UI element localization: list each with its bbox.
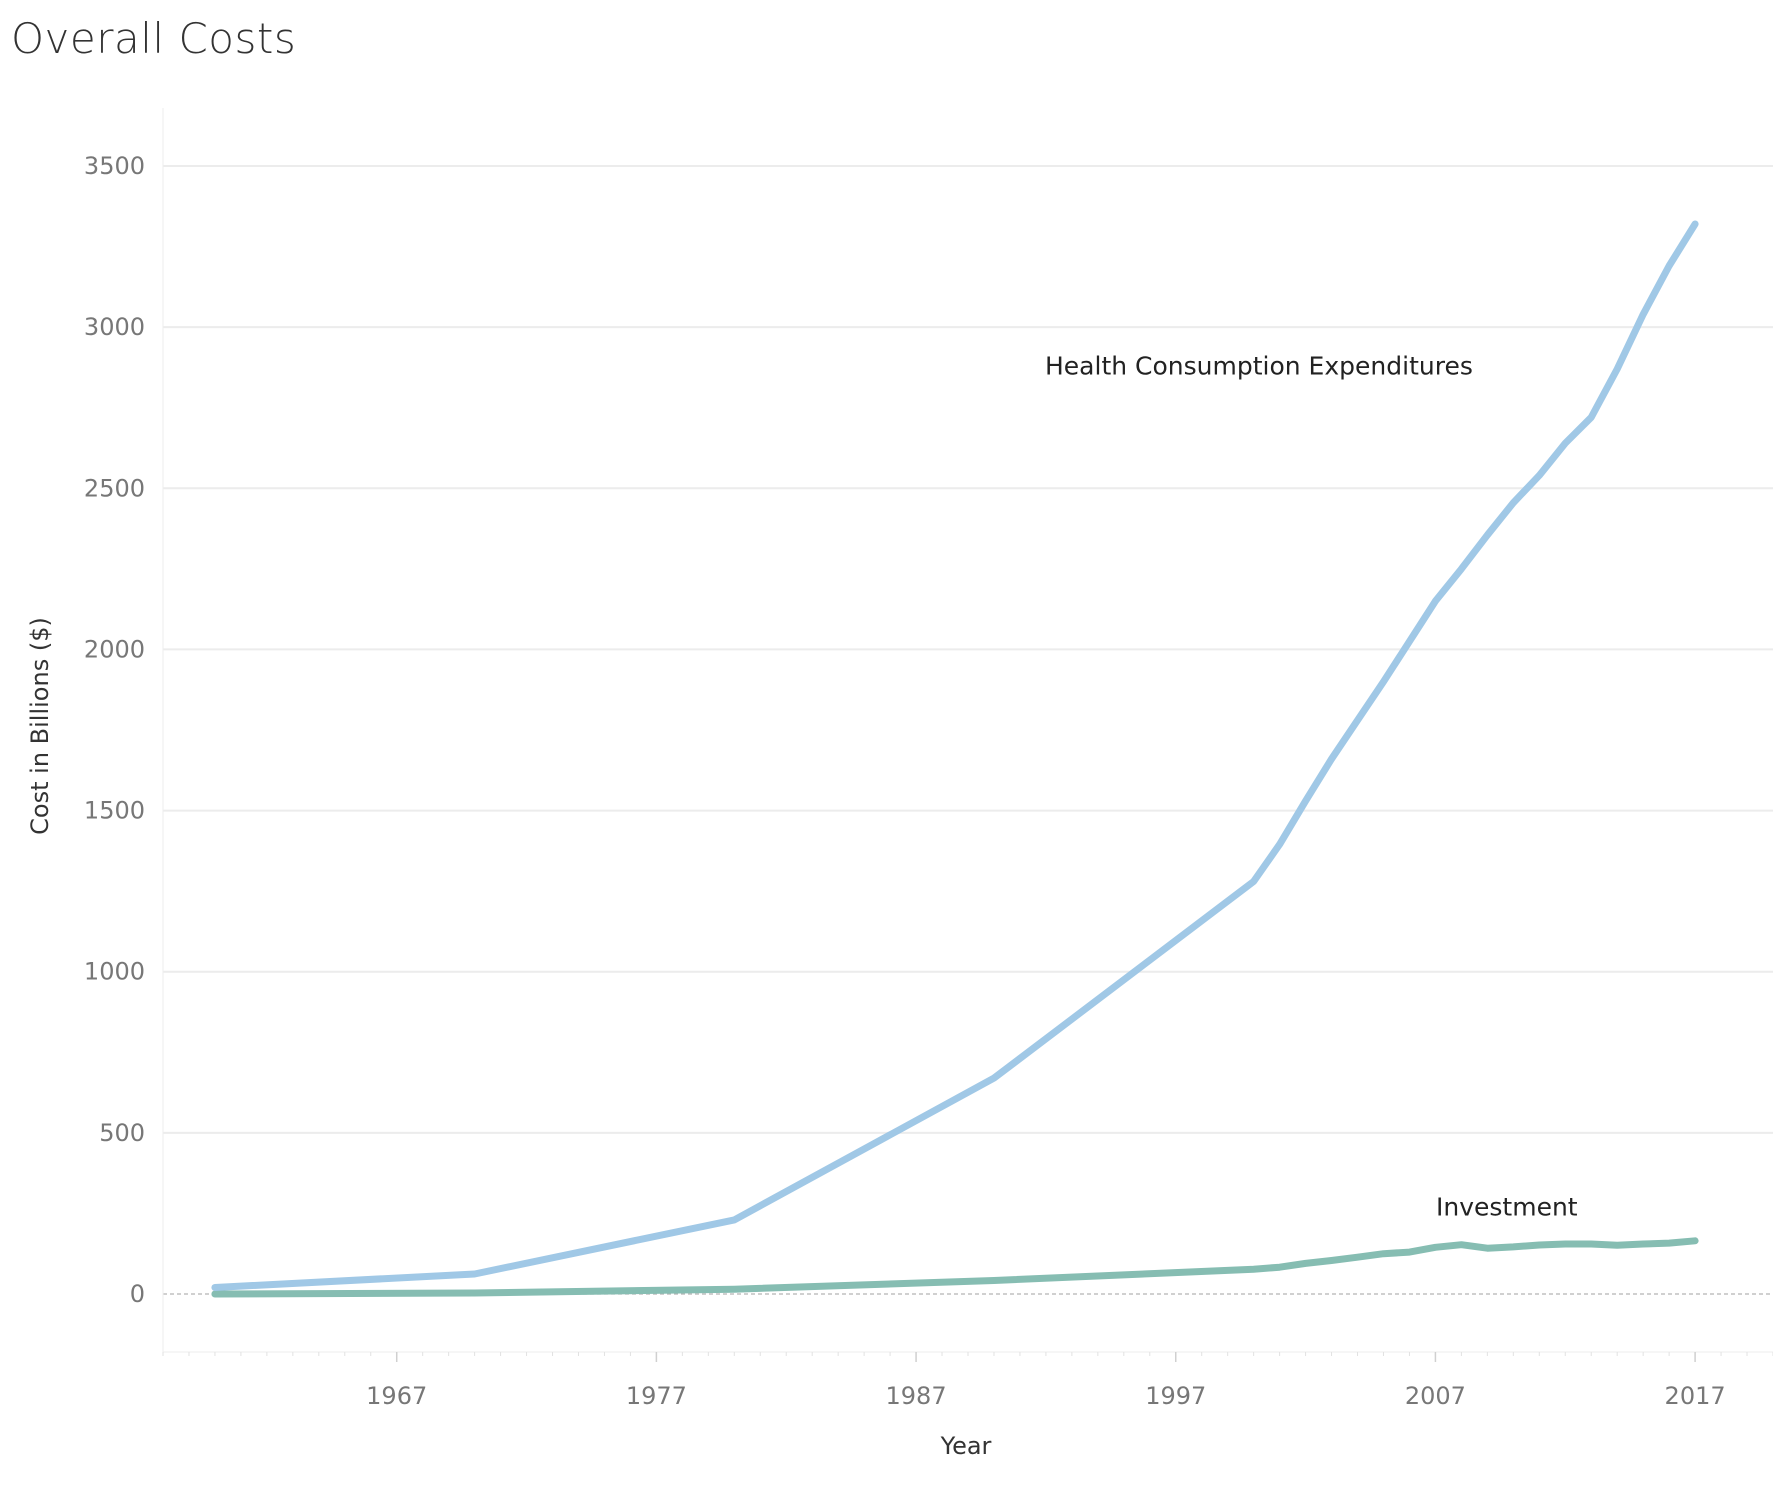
x-tick-label: 2007 [1405, 1382, 1466, 1410]
series-label-investment: Investment [1436, 1193, 1578, 1222]
x-tick-label: 1967 [366, 1382, 427, 1410]
gridlines [163, 165, 1773, 1295]
y-tick-label: 2500 [84, 474, 145, 502]
axes: 0 500 1000 1500 2000 2500 3000 3500 1967 1977 1987… [26, 108, 1773, 1460]
y-axis-title: Cost in Billions ($) [26, 617, 54, 835]
series-line-health-consumption-expenditures [211, 220, 1699, 1291]
x-axis-title: Year [940, 1432, 992, 1460]
y-tick-label: 1000 [84, 958, 145, 986]
x-tick-label: 1977 [626, 1382, 687, 1410]
y-tick-label: 2000 [84, 635, 145, 663]
series-lines [211, 220, 1699, 1298]
y-tick-label: 1500 [84, 797, 145, 825]
y-tick-label: 0 [130, 1280, 145, 1308]
y-tick-label: 3500 [84, 152, 145, 180]
x-tick-label: 2017 [1665, 1382, 1726, 1410]
series-line-investment [211, 1237, 1699, 1298]
chart-title: Overall Costs [11, 14, 297, 63]
x-tick-label: 1997 [1145, 1382, 1206, 1410]
y-tick-label: 3000 [84, 313, 145, 341]
y-tick-label: 500 [99, 1119, 145, 1147]
labels: Health Consumption Expenditures Investmen… [1045, 352, 1578, 1222]
x-tick-label: 1987 [886, 1382, 947, 1410]
series-label-health-consumption: Health Consumption Expenditures [1045, 352, 1473, 381]
